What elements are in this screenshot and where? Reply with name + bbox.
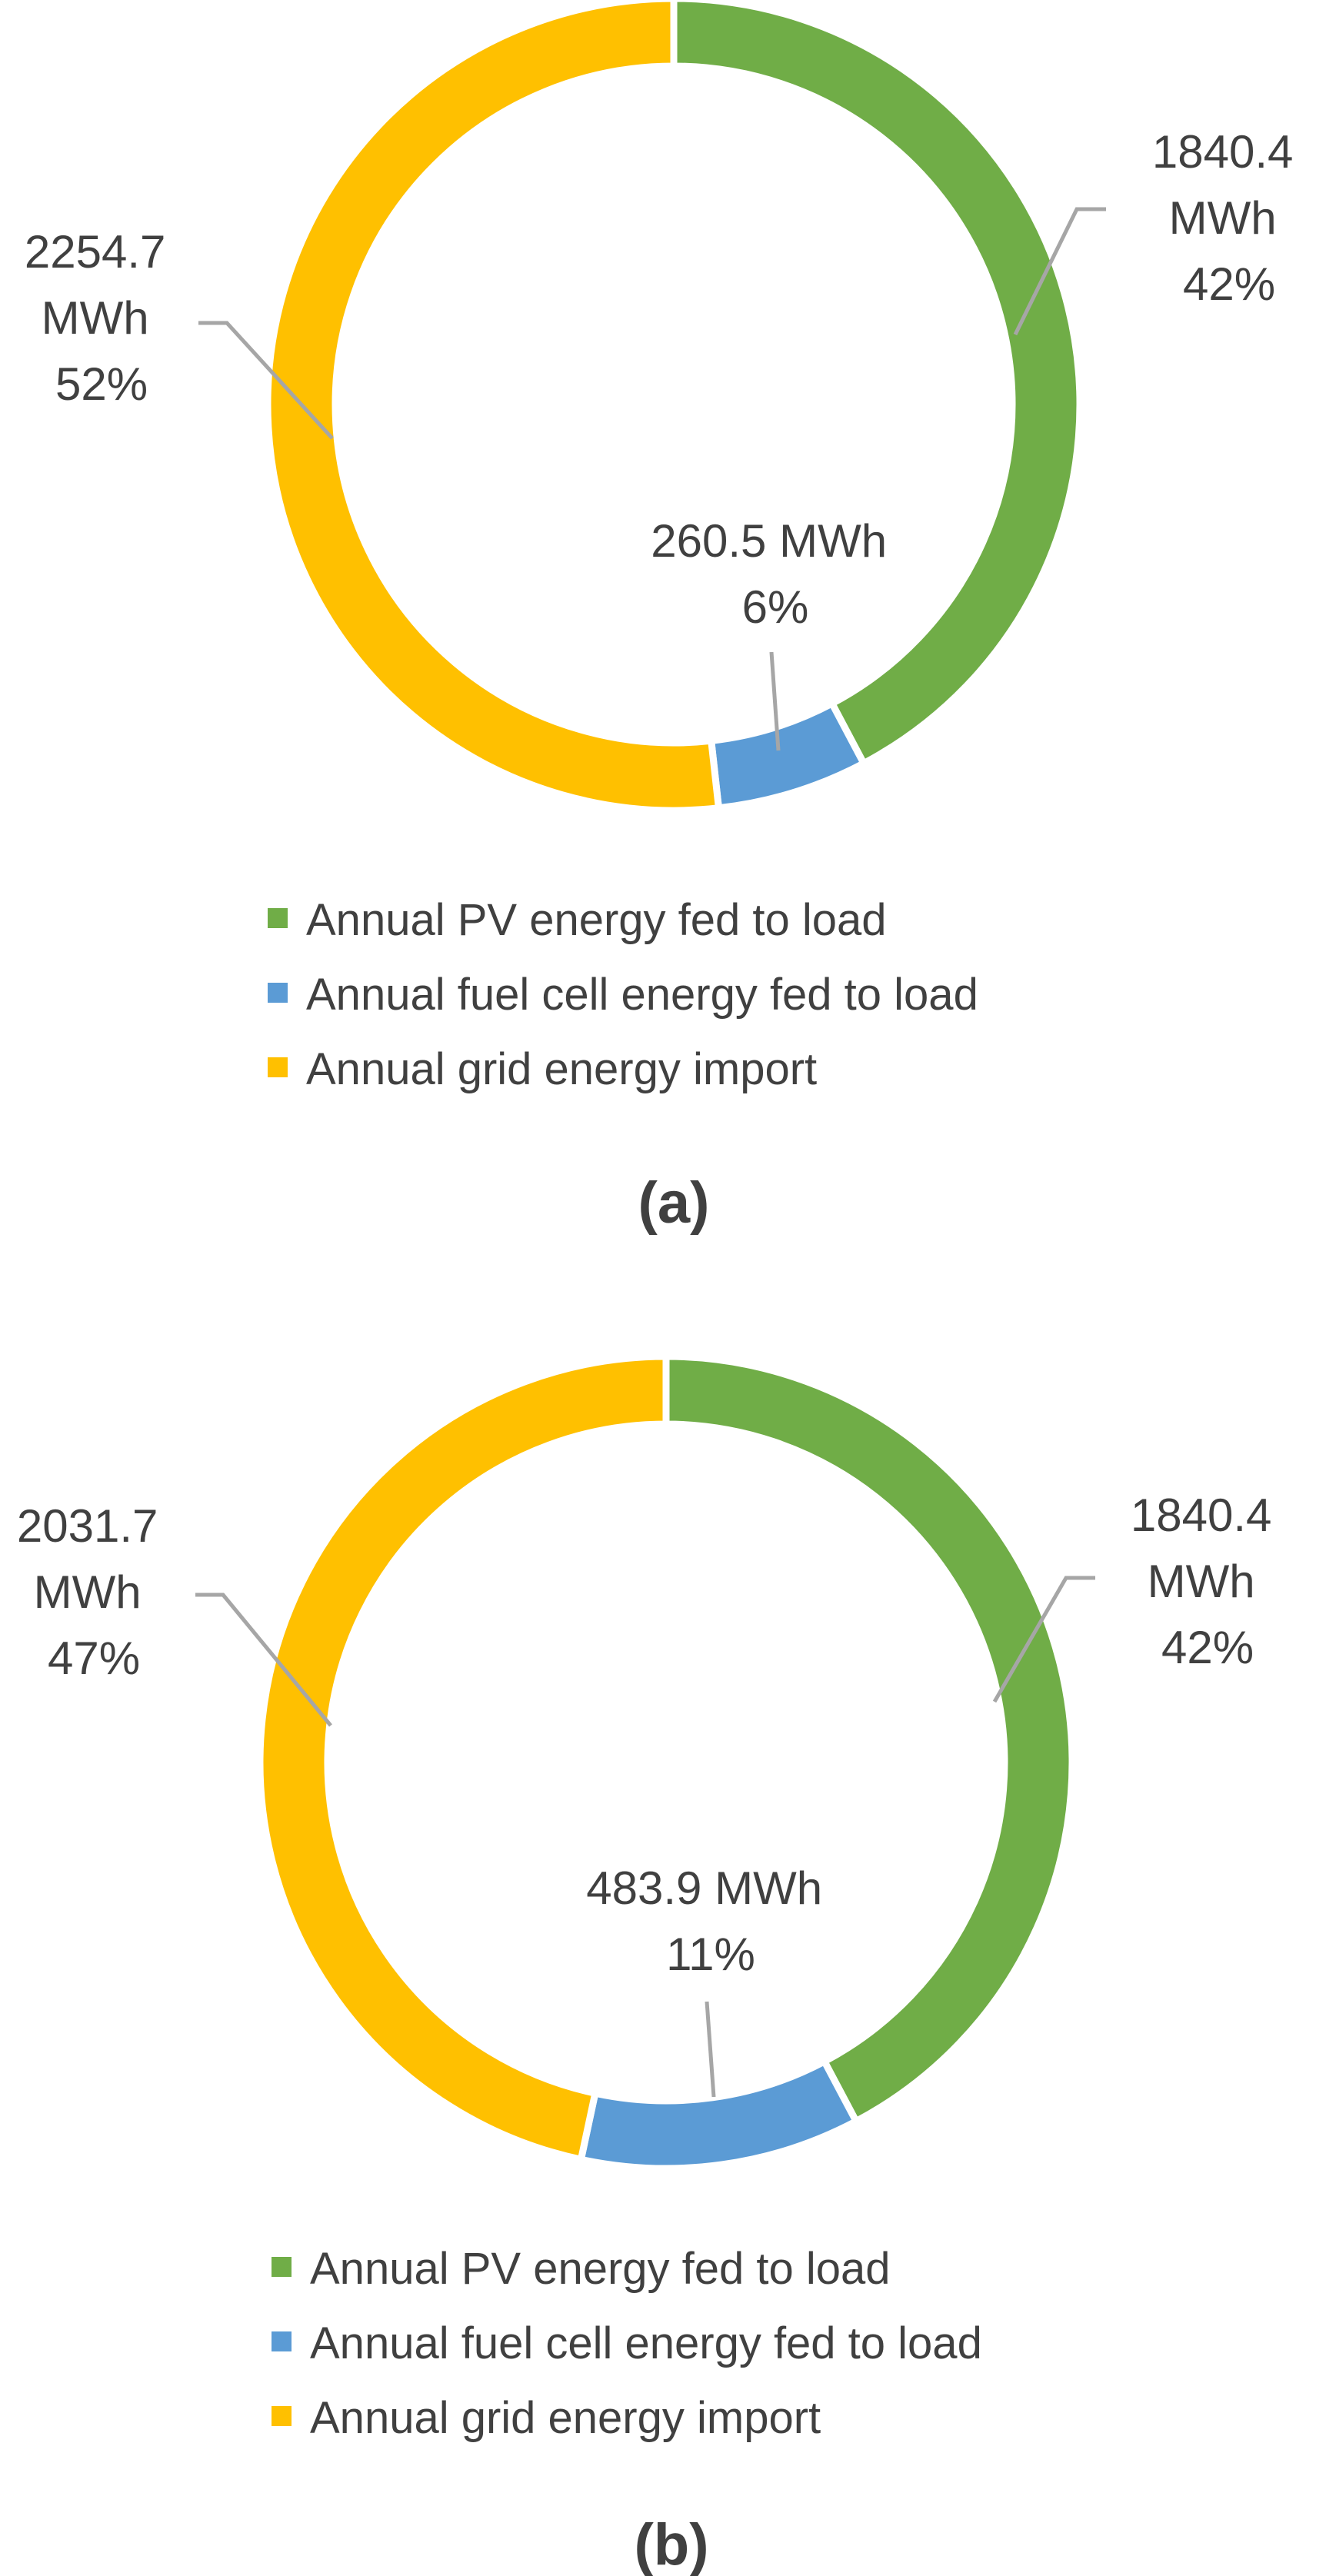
legend-swatch-b-grid <box>272 2406 292 2426</box>
legend-item-b-fuel-cell: Annual fuel cell energy fed to load <box>272 2318 982 2368</box>
data-label-b-pv: 1840.4 MWh 42% <box>1131 1489 1284 1673</box>
data-label-a-pv: 1840.4 MWh 42% <box>1152 126 1306 310</box>
data-label-b-fuel-cell: 483.9 MWh 11% <box>586 1862 835 1980</box>
donut-slice-b-fuel-cell <box>577 2056 861 2172</box>
legend-a: Annual PV energy fed to load Annual fuel… <box>268 895 978 1094</box>
donut-slices-a <box>264 0 1084 814</box>
donut-slice-b-pv <box>662 1353 1076 2126</box>
legend-label-b-pv: Annual PV energy fed to load <box>310 2244 891 2294</box>
leader-line-b-pv <box>992 1576 1095 1703</box>
legend-swatch-a-grid <box>268 1057 288 1077</box>
chart-b: 1840.4 MWh 42% 483.9 MWh 11% 2031.7 MWh … <box>17 1353 1284 2576</box>
data-label-b-grid: 2031.7 MWh 47% <box>17 1500 171 1684</box>
legend-swatch-a-fuel-cell <box>268 983 288 1003</box>
donut-slice-a-fuel-cell <box>707 698 869 812</box>
donut-slice-b-grid <box>256 1353 670 2164</box>
caption-a: (a) <box>638 1170 710 1236</box>
legend-item-b-grid: Annual grid energy import <box>272 2393 821 2443</box>
legend-label-a-pv: Annual PV energy fed to load <box>306 895 887 945</box>
legend-b: Annual PV energy fed to load Annual fuel… <box>272 2244 982 2443</box>
legend-label-a-grid: Annual grid energy import <box>306 1044 817 1094</box>
legend-label-a-fuel-cell: Annual fuel cell energy fed to load <box>306 970 978 1020</box>
legend-swatch-b-pv <box>272 2257 292 2277</box>
legend-swatch-b-fuel-cell <box>272 2331 292 2351</box>
legend-item-a-fuel-cell: Annual fuel cell energy fed to load <box>268 970 978 1020</box>
caption-b: (b) <box>634 2512 708 2576</box>
legend-swatch-a-pv <box>268 908 288 928</box>
leader-line-a-grid <box>198 321 334 440</box>
data-label-a-grid: 2254.7 MWh 52% <box>25 226 178 410</box>
legend-label-b-grid: Annual grid energy import <box>310 2393 821 2443</box>
chart-a: 1840.4 MWh 42% 260.5 MWh 6% 2254.7 MWh 5… <box>25 0 1306 1236</box>
legend-item-a-grid: Annual grid energy import <box>268 1044 817 1094</box>
leader-line-b-fuel-cell <box>705 2001 716 2098</box>
leader-line-b-grid <box>195 1593 332 1727</box>
donut-slices-b <box>256 1353 1076 2172</box>
leader-line-a-fuel-cell <box>769 651 781 751</box>
leader-line-a-pv <box>1013 207 1106 336</box>
donut-slice-a-grid <box>264 0 723 814</box>
legend-label-b-fuel-cell: Annual fuel cell energy fed to load <box>310 2318 982 2368</box>
legend-item-a-pv: Annual PV energy fed to load <box>268 895 887 945</box>
donut-slice-a-pv <box>670 0 1084 768</box>
legend-item-b-pv: Annual PV energy fed to load <box>272 2244 891 2294</box>
data-label-a-fuel-cell: 260.5 MWh 6% <box>651 515 899 633</box>
